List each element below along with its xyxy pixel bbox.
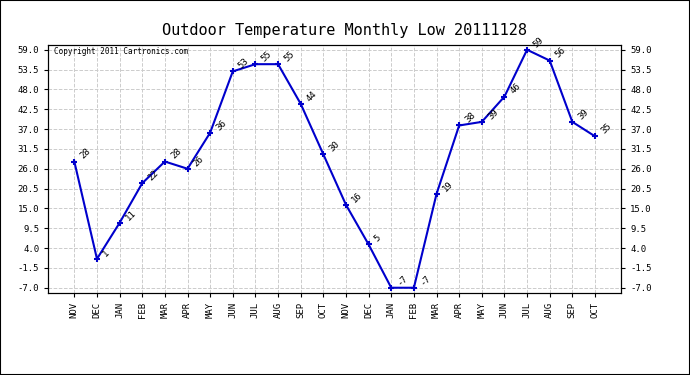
Text: 56: 56 <box>554 46 568 60</box>
Text: 35: 35 <box>599 122 613 135</box>
Text: 39: 39 <box>486 107 500 121</box>
Text: 46: 46 <box>509 82 522 96</box>
Text: 38: 38 <box>463 111 477 125</box>
Text: 28: 28 <box>79 147 92 161</box>
Text: 55: 55 <box>282 50 296 63</box>
Text: 39: 39 <box>577 107 591 121</box>
Text: -7: -7 <box>418 273 432 287</box>
Text: 22: 22 <box>146 168 160 182</box>
Text: 16: 16 <box>350 190 364 204</box>
Text: 5: 5 <box>373 234 383 244</box>
Text: 1: 1 <box>101 248 111 258</box>
Text: 53: 53 <box>237 57 251 70</box>
Text: Outdoor Temperature Monthly Low 20111128: Outdoor Temperature Monthly Low 20111128 <box>163 22 527 38</box>
Text: 19: 19 <box>441 179 455 193</box>
Text: 30: 30 <box>328 140 342 153</box>
Text: Copyright 2011 Cartronics.com: Copyright 2011 Cartronics.com <box>54 48 188 57</box>
Text: 28: 28 <box>169 147 183 161</box>
Text: 55: 55 <box>259 50 273 63</box>
Text: 36: 36 <box>215 118 228 132</box>
Text: 44: 44 <box>305 89 319 103</box>
Text: 26: 26 <box>192 154 206 168</box>
Text: 59: 59 <box>531 35 545 49</box>
Text: 11: 11 <box>124 208 138 222</box>
Text: -7: -7 <box>395 273 409 287</box>
